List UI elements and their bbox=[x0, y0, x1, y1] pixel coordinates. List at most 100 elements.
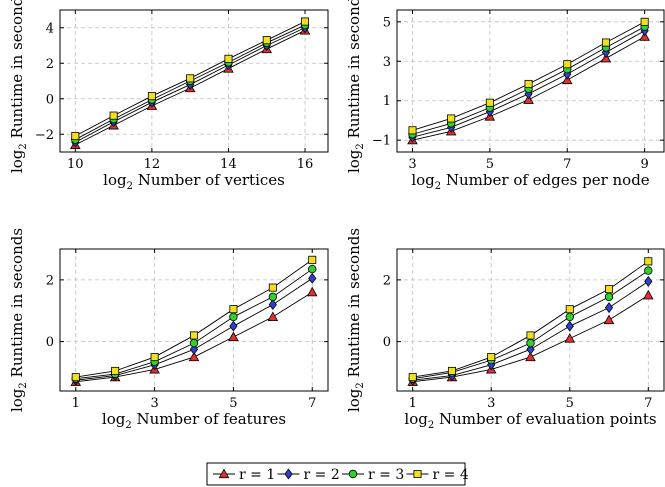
data-point bbox=[485, 98, 494, 107]
data-point bbox=[301, 17, 310, 26]
data-point bbox=[605, 285, 614, 294]
data-point bbox=[565, 312, 574, 322]
y-tick-label: 3 bbox=[383, 55, 391, 70]
x-axis-label: log2 Number of edges per node bbox=[411, 171, 649, 192]
x-tick-label: 7 bbox=[308, 396, 316, 411]
data-point bbox=[71, 132, 80, 141]
y-tick-label: 4 bbox=[46, 21, 54, 36]
data-point bbox=[308, 264, 317, 274]
legend-label: r = 4 bbox=[433, 467, 469, 483]
x-tick-label: 10 bbox=[67, 157, 84, 172]
data-point bbox=[565, 320, 574, 332]
data-point bbox=[604, 292, 614, 302]
legend-label: r = 1 bbox=[239, 467, 275, 483]
x-tick-label: 5 bbox=[566, 396, 574, 411]
data-point bbox=[71, 373, 80, 382]
data-point bbox=[189, 338, 199, 348]
plot-frame bbox=[59, 248, 329, 392]
x-tick-label: 3 bbox=[487, 396, 495, 411]
x-axis-label: log2 Number of evaluation points bbox=[404, 410, 656, 431]
data-point bbox=[268, 292, 278, 302]
data-point bbox=[229, 320, 238, 332]
plot-frame bbox=[59, 9, 329, 153]
series-r4 bbox=[71, 17, 310, 141]
data-point bbox=[111, 366, 120, 375]
data-point bbox=[603, 314, 615, 325]
x-tick-label: 12 bbox=[144, 157, 161, 172]
data-point bbox=[262, 36, 271, 45]
data-point bbox=[109, 111, 118, 120]
legend-marker bbox=[284, 468, 293, 480]
data-point bbox=[643, 289, 654, 300]
x-tick-label: 7 bbox=[563, 157, 571, 172]
y-axis-label: log2 Runtime in seconds bbox=[8, 0, 29, 173]
x-tick-label: 5 bbox=[229, 396, 237, 411]
legend-box bbox=[206, 462, 466, 486]
data-point bbox=[487, 353, 496, 362]
chart-panel-3: 1 3 5 7 0 2 log2 Number of features log2 Runtim… bbox=[8, 228, 329, 431]
x-tick-label: 5 bbox=[486, 157, 494, 172]
y-tick-label: 5 bbox=[383, 15, 391, 30]
x-tick-label: 3 bbox=[408, 157, 416, 172]
data-point bbox=[604, 302, 614, 314]
y-tick-label: −1 bbox=[372, 134, 391, 149]
x-tick-label: 9 bbox=[641, 157, 649, 172]
data-point bbox=[408, 126, 417, 135]
data-point bbox=[601, 38, 610, 47]
data-point bbox=[640, 17, 649, 26]
data-point bbox=[447, 114, 456, 123]
data-point bbox=[224, 54, 233, 63]
x-tick-label: 1 bbox=[409, 396, 417, 411]
data-point bbox=[188, 351, 200, 362]
data-point bbox=[268, 283, 277, 292]
legend-item-r3: r = 3 bbox=[342, 467, 404, 483]
x-tick-label: 14 bbox=[220, 157, 237, 172]
data-point bbox=[189, 331, 198, 340]
y-axis-label: log2 Runtime in seconds bbox=[8, 228, 29, 412]
y-axis-label: log2 Runtime in seconds bbox=[345, 228, 366, 412]
legend-item-r1: r = 1 bbox=[213, 467, 275, 483]
legend-item-r4: r = 4 bbox=[406, 467, 469, 483]
data-point bbox=[229, 305, 238, 314]
legend-item-r2: r = 2 bbox=[277, 467, 340, 483]
plot-frame bbox=[396, 9, 665, 153]
data-point bbox=[268, 299, 277, 311]
data-point bbox=[408, 373, 417, 382]
data-point bbox=[147, 92, 156, 101]
series-r4 bbox=[408, 17, 649, 135]
y-tick-label: 0 bbox=[383, 335, 391, 350]
series-line bbox=[412, 21, 645, 131]
x-axis-label: log2 Number of features bbox=[102, 410, 286, 431]
legend-label: r = 2 bbox=[304, 467, 340, 483]
legend-marker bbox=[218, 468, 230, 479]
plot-frame bbox=[396, 248, 665, 392]
chart-panel-4: 1 3 5 7 0 2 log2 Number of evaluation points lo… bbox=[345, 228, 665, 431]
x-axis-label: log2 Number of vertices bbox=[103, 171, 285, 192]
data-point bbox=[524, 79, 533, 88]
data-point bbox=[306, 286, 318, 297]
y-tick-label: 0 bbox=[46, 335, 54, 350]
data-point bbox=[447, 366, 456, 375]
data-point bbox=[644, 266, 653, 275]
data-point bbox=[525, 351, 536, 362]
x-tick-label: 16 bbox=[297, 157, 314, 172]
data-point bbox=[565, 305, 574, 314]
x-tick-label: 3 bbox=[150, 396, 158, 411]
data-point bbox=[186, 74, 195, 83]
legend-marker bbox=[348, 469, 358, 479]
y-axis-label: log2 Runtime in seconds bbox=[345, 0, 366, 173]
data-point bbox=[267, 311, 279, 321]
legend-label: r = 3 bbox=[368, 467, 404, 483]
y-tick-label: 2 bbox=[46, 57, 54, 72]
x-tick-label: 7 bbox=[644, 396, 652, 411]
x-tick-label: 1 bbox=[72, 396, 80, 411]
legend: r = 1 r = 2 r = 3 r = 4 bbox=[206, 462, 469, 486]
data-point bbox=[308, 255, 317, 264]
y-tick-label: 1 bbox=[383, 94, 391, 109]
data-point bbox=[563, 60, 572, 69]
data-point bbox=[526, 331, 535, 340]
data-point bbox=[564, 333, 576, 343]
series-r4 bbox=[408, 257, 653, 382]
